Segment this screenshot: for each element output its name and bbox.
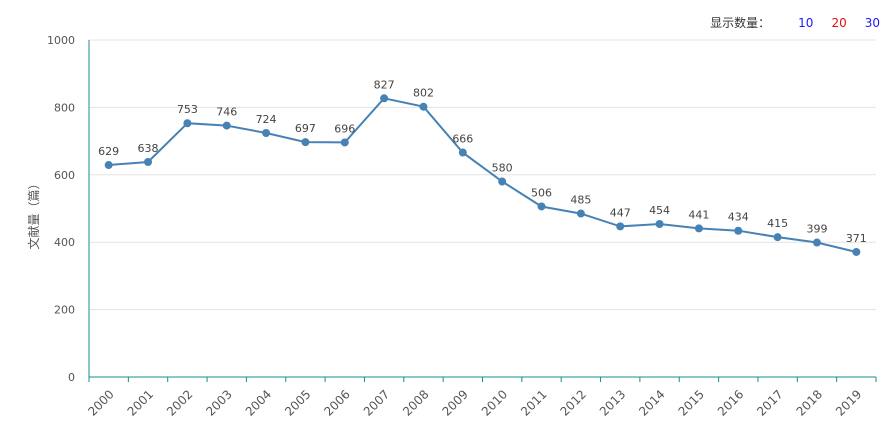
x-tick-label: 2009 — [439, 387, 470, 418]
data-label: 802 — [413, 87, 434, 100]
display-count-label: 显示数量： — [710, 16, 771, 30]
data-point — [458, 148, 467, 157]
data-label: 371 — [846, 232, 867, 245]
x-tick-label: 2014 — [636, 387, 667, 418]
data-point — [340, 138, 349, 147]
data-label: 696 — [334, 122, 355, 135]
data-label: 724 — [256, 113, 277, 126]
y-tick-label: 800 — [54, 101, 75, 114]
data-label: 399 — [806, 223, 827, 236]
data-labels: 629 638 753 746 724 697 696 827 802 666 580 506 485 4… — [98, 78, 867, 245]
data-point — [183, 119, 192, 128]
x-tick-label: 2001 — [125, 387, 156, 418]
data-point — [262, 129, 271, 138]
data-point — [380, 94, 389, 103]
data-point — [852, 247, 861, 256]
count-option-20[interactable]: 20 — [831, 15, 847, 30]
data-points — [104, 94, 861, 256]
data-label: 441 — [688, 208, 709, 221]
data-label: 434 — [728, 211, 749, 224]
data-point — [773, 233, 782, 242]
data-point — [537, 202, 546, 211]
x-tick-label: 2017 — [754, 387, 785, 418]
data-label: 638 — [138, 142, 159, 155]
x-tick-label: 2005 — [282, 387, 313, 418]
data-point — [419, 102, 428, 111]
x-tick-label: 2019 — [833, 387, 864, 418]
x-tick-label: 2018 — [794, 387, 825, 418]
y-tick-label: 1000 — [47, 34, 75, 47]
data-label: 697 — [295, 122, 316, 135]
data-label: 485 — [570, 194, 591, 207]
x-tick-label: 2006 — [321, 387, 352, 418]
data-label: 415 — [767, 217, 788, 230]
x-tick-label: 2008 — [400, 387, 431, 418]
y-tick-label: 200 — [54, 304, 75, 317]
data-point — [301, 138, 310, 147]
data-label: 753 — [177, 103, 198, 116]
data-point — [655, 220, 664, 229]
data-point — [144, 157, 153, 166]
count-option-30[interactable]: 30 — [864, 15, 880, 30]
x-tick-label: 2010 — [479, 387, 510, 418]
x-tick-label: 2002 — [164, 387, 195, 418]
data-label: 827 — [374, 78, 395, 91]
x-tick-label: 2016 — [715, 387, 746, 418]
x-tick-label: 2003 — [203, 387, 234, 418]
x-tick-label: 2012 — [557, 387, 588, 418]
y-tick-label: 400 — [54, 236, 75, 249]
data-point — [104, 161, 113, 170]
data-point — [498, 177, 507, 186]
data-label: 580 — [492, 162, 513, 175]
data-point — [734, 226, 743, 235]
grid-lines — [89, 39, 876, 311]
data-point — [812, 238, 821, 247]
data-point — [576, 209, 585, 218]
data-label: 629 — [98, 145, 119, 158]
count-option-10[interactable]: 10 — [798, 15, 814, 30]
y-tick-label: 600 — [54, 169, 75, 182]
x-tick-label: 2007 — [361, 387, 392, 418]
x-tick-label: 2015 — [676, 387, 707, 418]
series-line — [108, 97, 857, 253]
data-label: 506 — [531, 186, 552, 199]
data-label: 447 — [610, 206, 631, 219]
data-label: 746 — [216, 106, 237, 119]
data-point — [694, 224, 703, 233]
data-label: 454 — [649, 204, 670, 217]
data-point — [222, 121, 231, 130]
x-axis-ticks: 2000 2001 2002 2003 2004 2005 2006 2007 2008 2009… — [85, 377, 877, 419]
data-label: 666 — [452, 133, 473, 146]
x-tick-label: 2000 — [85, 387, 116, 418]
x-tick-label: 2011 — [518, 387, 549, 418]
x-tick-label: 2013 — [597, 387, 628, 418]
y-axis-ticks: 0 200 400 600 800 1000 — [47, 34, 75, 384]
x-tick-label: 2004 — [243, 387, 274, 418]
y-axis-title: 文献量（篇） — [26, 177, 41, 249]
display-count-toolbar: 显示数量： 10 20 30 — [710, 14, 880, 31]
y-tick-label: 0 — [68, 371, 75, 384]
data-point — [616, 222, 625, 231]
